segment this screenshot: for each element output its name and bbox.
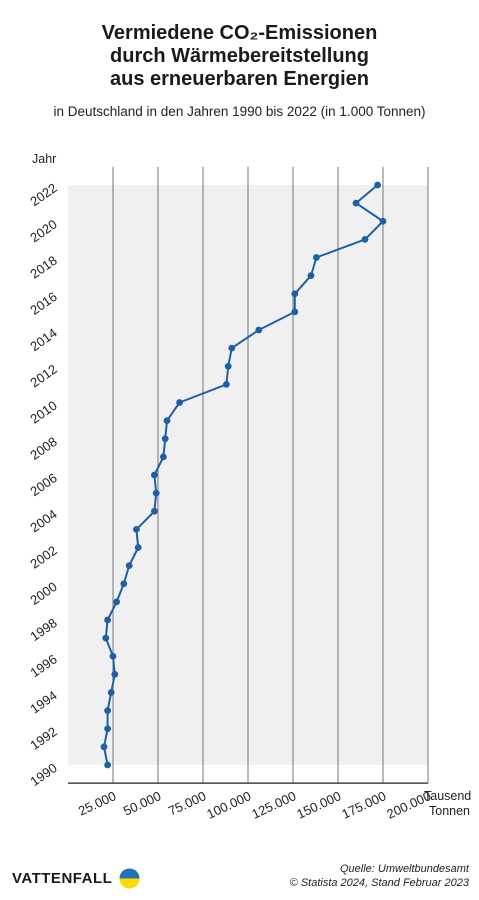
vattenfall-logo-icon [119,868,140,889]
data-point [313,254,320,261]
chart-title: Vermiedene CO₂-Emissionen durch Wärmeber… [0,22,479,91]
x-tick-label: 125.000 [249,788,298,821]
x-tick-label: 50.000 [121,788,163,818]
data-point [107,689,115,696]
source-line-1: Quelle: Umweltbundesamt [339,863,469,875]
y-tick-label: 1992 [27,724,59,753]
data-point [161,435,169,443]
title-line-3: aus erneuerbaren Energien [110,68,369,90]
data-point [228,344,236,352]
y-tick-label: 2012 [27,361,59,390]
y-tick-label: 2010 [27,398,59,427]
data-point [152,489,160,497]
data-point [176,399,184,406]
data-point [104,761,111,769]
y-tick-label: 2004 [27,506,59,535]
data-point [104,616,111,624]
x-tick-label: 100.000 [204,788,253,821]
x-tick-label: 75.000 [166,788,208,818]
y-tick-label: 2020 [27,216,59,245]
line-chart: 1990 1992 1994 1996 1998 2000 2002 2004 2006 2008… [27,152,471,822]
x-tick-label: 150.000 [294,788,343,821]
data-point [109,652,117,660]
y-tick-label: 1990 [27,760,59,789]
y-axis-label: Jahr [32,152,56,166]
data-point [151,471,158,479]
y-tick-label: 2014 [27,325,59,354]
data-point [224,362,232,370]
x-tick-labels: 25.000 50.000 75.000100.000125.000150.0001… [76,788,433,821]
data-point [160,453,167,461]
title-line-2: durch Wärmebereitstellung [110,45,369,67]
x-axis-label-line-2: Tonnen [429,804,470,818]
data-point [379,217,387,225]
data-point [113,598,120,606]
y-tick-label: 2006 [27,470,59,499]
data-point [255,326,263,334]
data-point [111,670,119,678]
x-axis-label-line-1: Tausend [424,789,471,803]
y-tick-label: 2018 [27,253,59,282]
data-point [151,507,158,515]
y-tick-label: 2008 [27,434,59,463]
y-tick-labels: 1990 1992 1994 1996 1998 2000 2002 2004 2006 2008… [27,180,59,789]
brand-name: VATTENFALL [12,870,113,887]
data-point [291,290,299,298]
source-note: Quelle: Umweltbundesamt © Statista 2024,… [290,862,469,890]
data-point [291,308,299,316]
y-tick-label: 1996 [27,651,59,680]
data-point [100,743,108,751]
y-tick-label: 2000 [27,579,59,608]
data-point [223,380,230,388]
data-point [102,634,110,642]
data-point [104,707,111,715]
x-tick-label: 175.000 [339,788,388,821]
data-point [352,199,360,207]
data-point [134,544,142,551]
data-point [120,580,128,588]
y-tick-label: 2002 [27,543,59,572]
y-tick-label: 1998 [27,615,59,644]
title-line-1: Vermiedene CO₂-Emissionen [101,22,378,44]
data-point [104,725,111,733]
y-tick-label: 1994 [27,688,59,717]
y-tick-label: 2016 [27,289,59,318]
data-point [125,562,133,570]
source-line-2: © Statista 2024, Stand Februar 2023 [289,877,469,889]
data-point [374,181,381,189]
data-point [307,272,315,280]
data-point [133,525,140,533]
data-series [100,181,387,769]
data-point [361,235,369,243]
chart-subtitle: in Deutschland in den Jahren 1990 bis 20… [53,104,426,119]
y-tick-label: 2022 [27,180,59,209]
x-tick-label: 25.000 [76,788,118,818]
data-point [163,417,171,425]
